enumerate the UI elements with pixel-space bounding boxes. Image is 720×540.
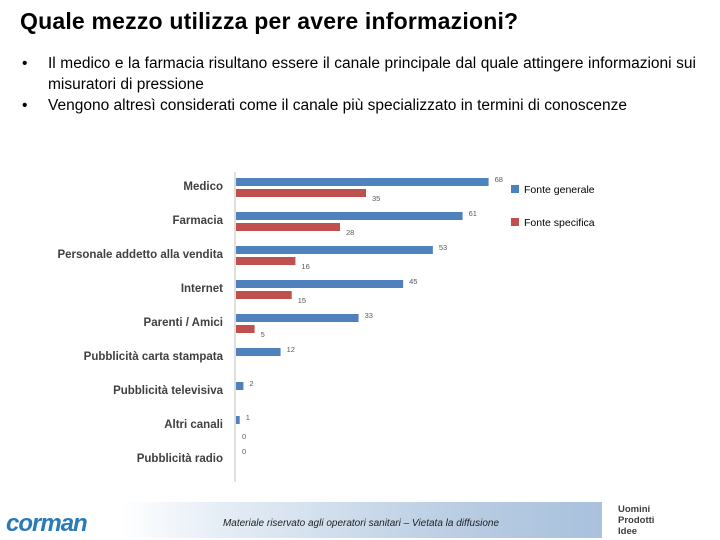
bar-fonte-generale — [236, 382, 244, 390]
bar-chart: Medico 68 35 Farmacia 61 28 Personale addetto … — [57, 172, 595, 482]
data-label: 53 — [439, 243, 447, 252]
footer-note: Materiale riservato agli operatori sanit… — [222, 518, 500, 529]
category-label: Medico — [183, 181, 223, 193]
data-label: 0 — [242, 432, 246, 441]
bar-fonte-specifica — [236, 189, 366, 197]
data-label: 5 — [261, 330, 265, 339]
category-label: Altri canali — [164, 419, 223, 431]
bar-fonte-specifica — [236, 325, 255, 333]
data-label: 45 — [409, 277, 417, 286]
bullet-text: Il medico e la farmacia risultano essere… — [48, 55, 696, 93]
logo-tagline-line: Prodotti — [618, 515, 655, 526]
logo-tagline: Uomini Prodotti Idee — [618, 504, 654, 537]
bar-fonte-specifica — [236, 291, 292, 299]
footer-band: Materiale riservato agli operatori sanit… — [120, 502, 602, 538]
logo-tagline-line: Idee — [618, 526, 638, 537]
bullet-marker: • — [22, 97, 28, 114]
legend-label: Fonte generale — [524, 184, 595, 196]
data-label: 15 — [298, 296, 306, 305]
logo-wordmark: corman — [6, 510, 88, 537]
data-label: 0 — [242, 447, 246, 456]
logo-tagline-line: Uomini — [618, 504, 651, 515]
category-label: Parenti / Amici — [144, 317, 223, 329]
bullet-item: • Il medico e la farmacia risultano esse… — [20, 53, 696, 95]
data-label: 16 — [301, 262, 309, 271]
bullet-item: • Vengono altresì considerati come il ca… — [20, 95, 696, 116]
bar-fonte-generale — [236, 212, 463, 220]
category-label: Pubblicità radio — [137, 453, 223, 465]
category-label: Personale addetto alla vendita — [57, 249, 223, 261]
company-logo: corman — [6, 506, 118, 540]
category-label: Farmacia — [172, 215, 223, 227]
data-label: 61 — [469, 209, 477, 218]
category-label: Internet — [181, 283, 223, 295]
bar-fonte-generale — [236, 280, 404, 288]
data-label: 68 — [495, 175, 503, 184]
bar-fonte-generale — [236, 416, 240, 424]
bar-fonte-generale — [236, 314, 359, 322]
bullet-marker: • — [22, 55, 28, 72]
data-label: 33 — [365, 311, 373, 320]
data-label: 1 — [246, 413, 250, 422]
bar-fonte-generale — [236, 178, 489, 186]
bullet-list: • Il medico e la farmacia risultano esse… — [20, 53, 696, 116]
legend-label: Fonte specifica — [524, 217, 595, 229]
bar-fonte-specifica — [236, 223, 340, 231]
data-label: 12 — [287, 345, 295, 354]
category-label: Pubblicità televisiva — [113, 385, 224, 397]
data-label: 2 — [249, 379, 253, 388]
slide-title: Quale mezzo utilizza per avere informazi… — [20, 8, 519, 34]
bullet-text: Vengono altresì considerati come il cana… — [48, 97, 627, 114]
legend-swatch — [511, 218, 519, 226]
legend-swatch — [511, 185, 519, 193]
category-label: Pubblicità carta stampata — [84, 351, 224, 363]
bar-fonte-generale — [236, 246, 433, 254]
data-label: 35 — [372, 194, 380, 203]
bar-fonte-generale — [236, 348, 281, 356]
bar-fonte-specifica — [236, 257, 296, 265]
data-label: 28 — [346, 228, 354, 237]
